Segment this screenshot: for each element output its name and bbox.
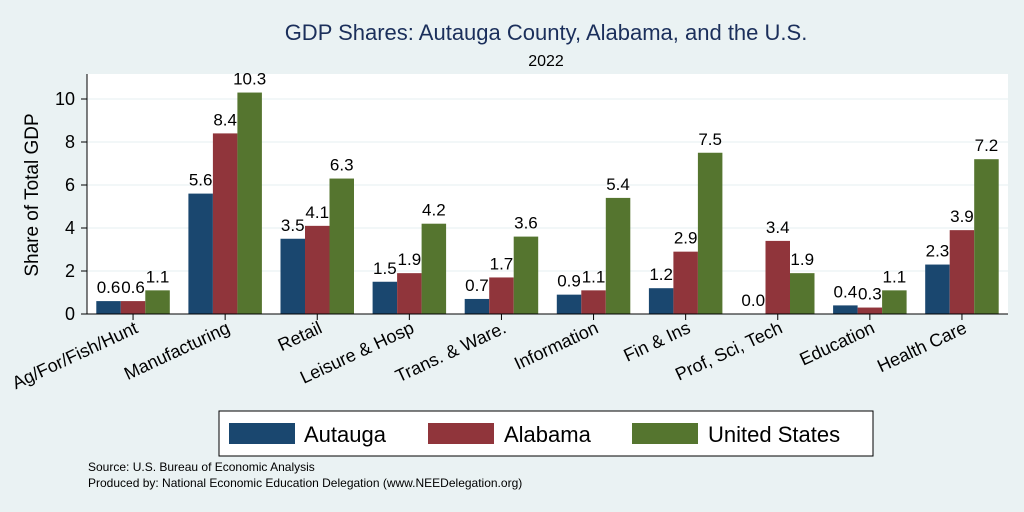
legend-box: [218, 410, 874, 457]
bar: [697, 152, 723, 314]
data-label: 7.2: [975, 136, 999, 155]
data-label: 4.2: [422, 201, 446, 220]
data-label: 1.1: [146, 267, 170, 286]
legend-label-alabama: Alabama: [504, 422, 592, 447]
data-labels: 0.6 0.61.15.68.410.33.54.16.31.5 1.94.20.7…: [97, 70, 999, 310]
data-label: 0.4: [834, 282, 858, 301]
bar: [489, 277, 514, 314]
bar: [833, 305, 858, 314]
bar: [96, 301, 121, 314]
chart-title: GDP Shares: Autauga County, Alabama, and…: [285, 20, 808, 45]
x-tick-label: Fin & Ins: [621, 317, 694, 365]
bar: [673, 251, 698, 314]
data-label: 0.6: [121, 278, 145, 297]
bar: [790, 273, 815, 314]
x-tick-label: Information: [511, 317, 601, 373]
source-note: Source: U.S. Bureau of Economic Analysis: [88, 460, 315, 474]
data-label: 3.9: [950, 207, 974, 226]
data-label: 4.1: [305, 203, 329, 222]
data-label: 3.6: [514, 214, 538, 233]
bar: [188, 193, 213, 314]
bar: [464, 298, 490, 314]
bar: [857, 307, 883, 314]
y-tick-label: 10: [55, 89, 75, 109]
x-tick-label: Ag/For/Fish/Hunt: [9, 317, 141, 393]
data-label: 1.5: [373, 259, 397, 278]
data-label: 8.4: [213, 110, 237, 129]
data-label: 1.1: [883, 267, 907, 286]
bar: [397, 273, 422, 314]
bar: [605, 197, 631, 314]
bar: [556, 294, 582, 314]
data-label: 6.3: [330, 156, 354, 175]
legend-swatch-united-states: [632, 423, 698, 444]
y-tick-label: 2: [65, 261, 75, 281]
data-label: 0.9: [557, 272, 581, 291]
bar: [513, 236, 539, 314]
data-label: 1.9: [398, 250, 422, 269]
bar: [648, 288, 674, 314]
bar: [120, 301, 146, 314]
bars: [96, 92, 999, 314]
x-tick-label: Health Care: [874, 317, 970, 376]
legend-label-autauga: Autauga: [304, 422, 387, 447]
bar: [212, 133, 238, 314]
data-label: 1.9: [790, 250, 814, 269]
data-label: 0.7: [465, 276, 489, 295]
bar: [949, 230, 975, 314]
bar: [280, 238, 305, 314]
data-label: 1.2: [649, 265, 673, 284]
bar: [237, 92, 262, 314]
y-ticks: 0 2 4 6 8 10: [55, 89, 87, 324]
bar: [329, 178, 354, 314]
legend-label-united-states: United States: [708, 422, 840, 447]
x-tick-label: Manufacturing: [121, 317, 233, 383]
data-label: 5.6: [189, 171, 213, 190]
produced-by-note: Produced by: National Economic Education…: [88, 476, 522, 490]
data-label: 0.0: [741, 291, 765, 310]
data-label: 2.9: [674, 229, 698, 248]
bar: [145, 290, 170, 314]
data-label: 2.3: [926, 242, 950, 261]
bar: [765, 240, 790, 314]
x-tick-label: Education: [797, 317, 878, 369]
legend: Autauga Alabama United States: [218, 410, 874, 457]
chart-subtitle: 2022: [528, 53, 564, 70]
bar: [581, 290, 606, 314]
data-label: 0.3: [858, 285, 882, 304]
y-tick-label: 8: [65, 132, 75, 152]
bar: [305, 225, 330, 314]
data-label: 3.4: [766, 218, 790, 237]
legend-swatch-autauga: [229, 423, 295, 444]
y-tick-label: 4: [65, 218, 75, 238]
bar: [421, 223, 447, 314]
y-axis-label: Share of Total GDP: [22, 113, 43, 276]
y-tick-label: 0: [65, 304, 75, 324]
data-label: 0.6: [97, 278, 121, 297]
bar: [925, 264, 950, 314]
data-label: 7.5: [698, 130, 722, 149]
bar: [974, 159, 999, 314]
bar: [372, 281, 398, 314]
data-label: 3.5: [281, 216, 305, 235]
data-label: 5.4: [606, 175, 630, 194]
data-label: 10.3: [233, 70, 266, 89]
data-label: 1.1: [582, 267, 606, 286]
data-label: 1.7: [490, 254, 514, 273]
y-tick-label: 6: [65, 175, 75, 195]
x-tick-label: Retail: [275, 317, 325, 355]
bar: [882, 290, 907, 314]
legend-swatch-alabama: [428, 423, 494, 444]
